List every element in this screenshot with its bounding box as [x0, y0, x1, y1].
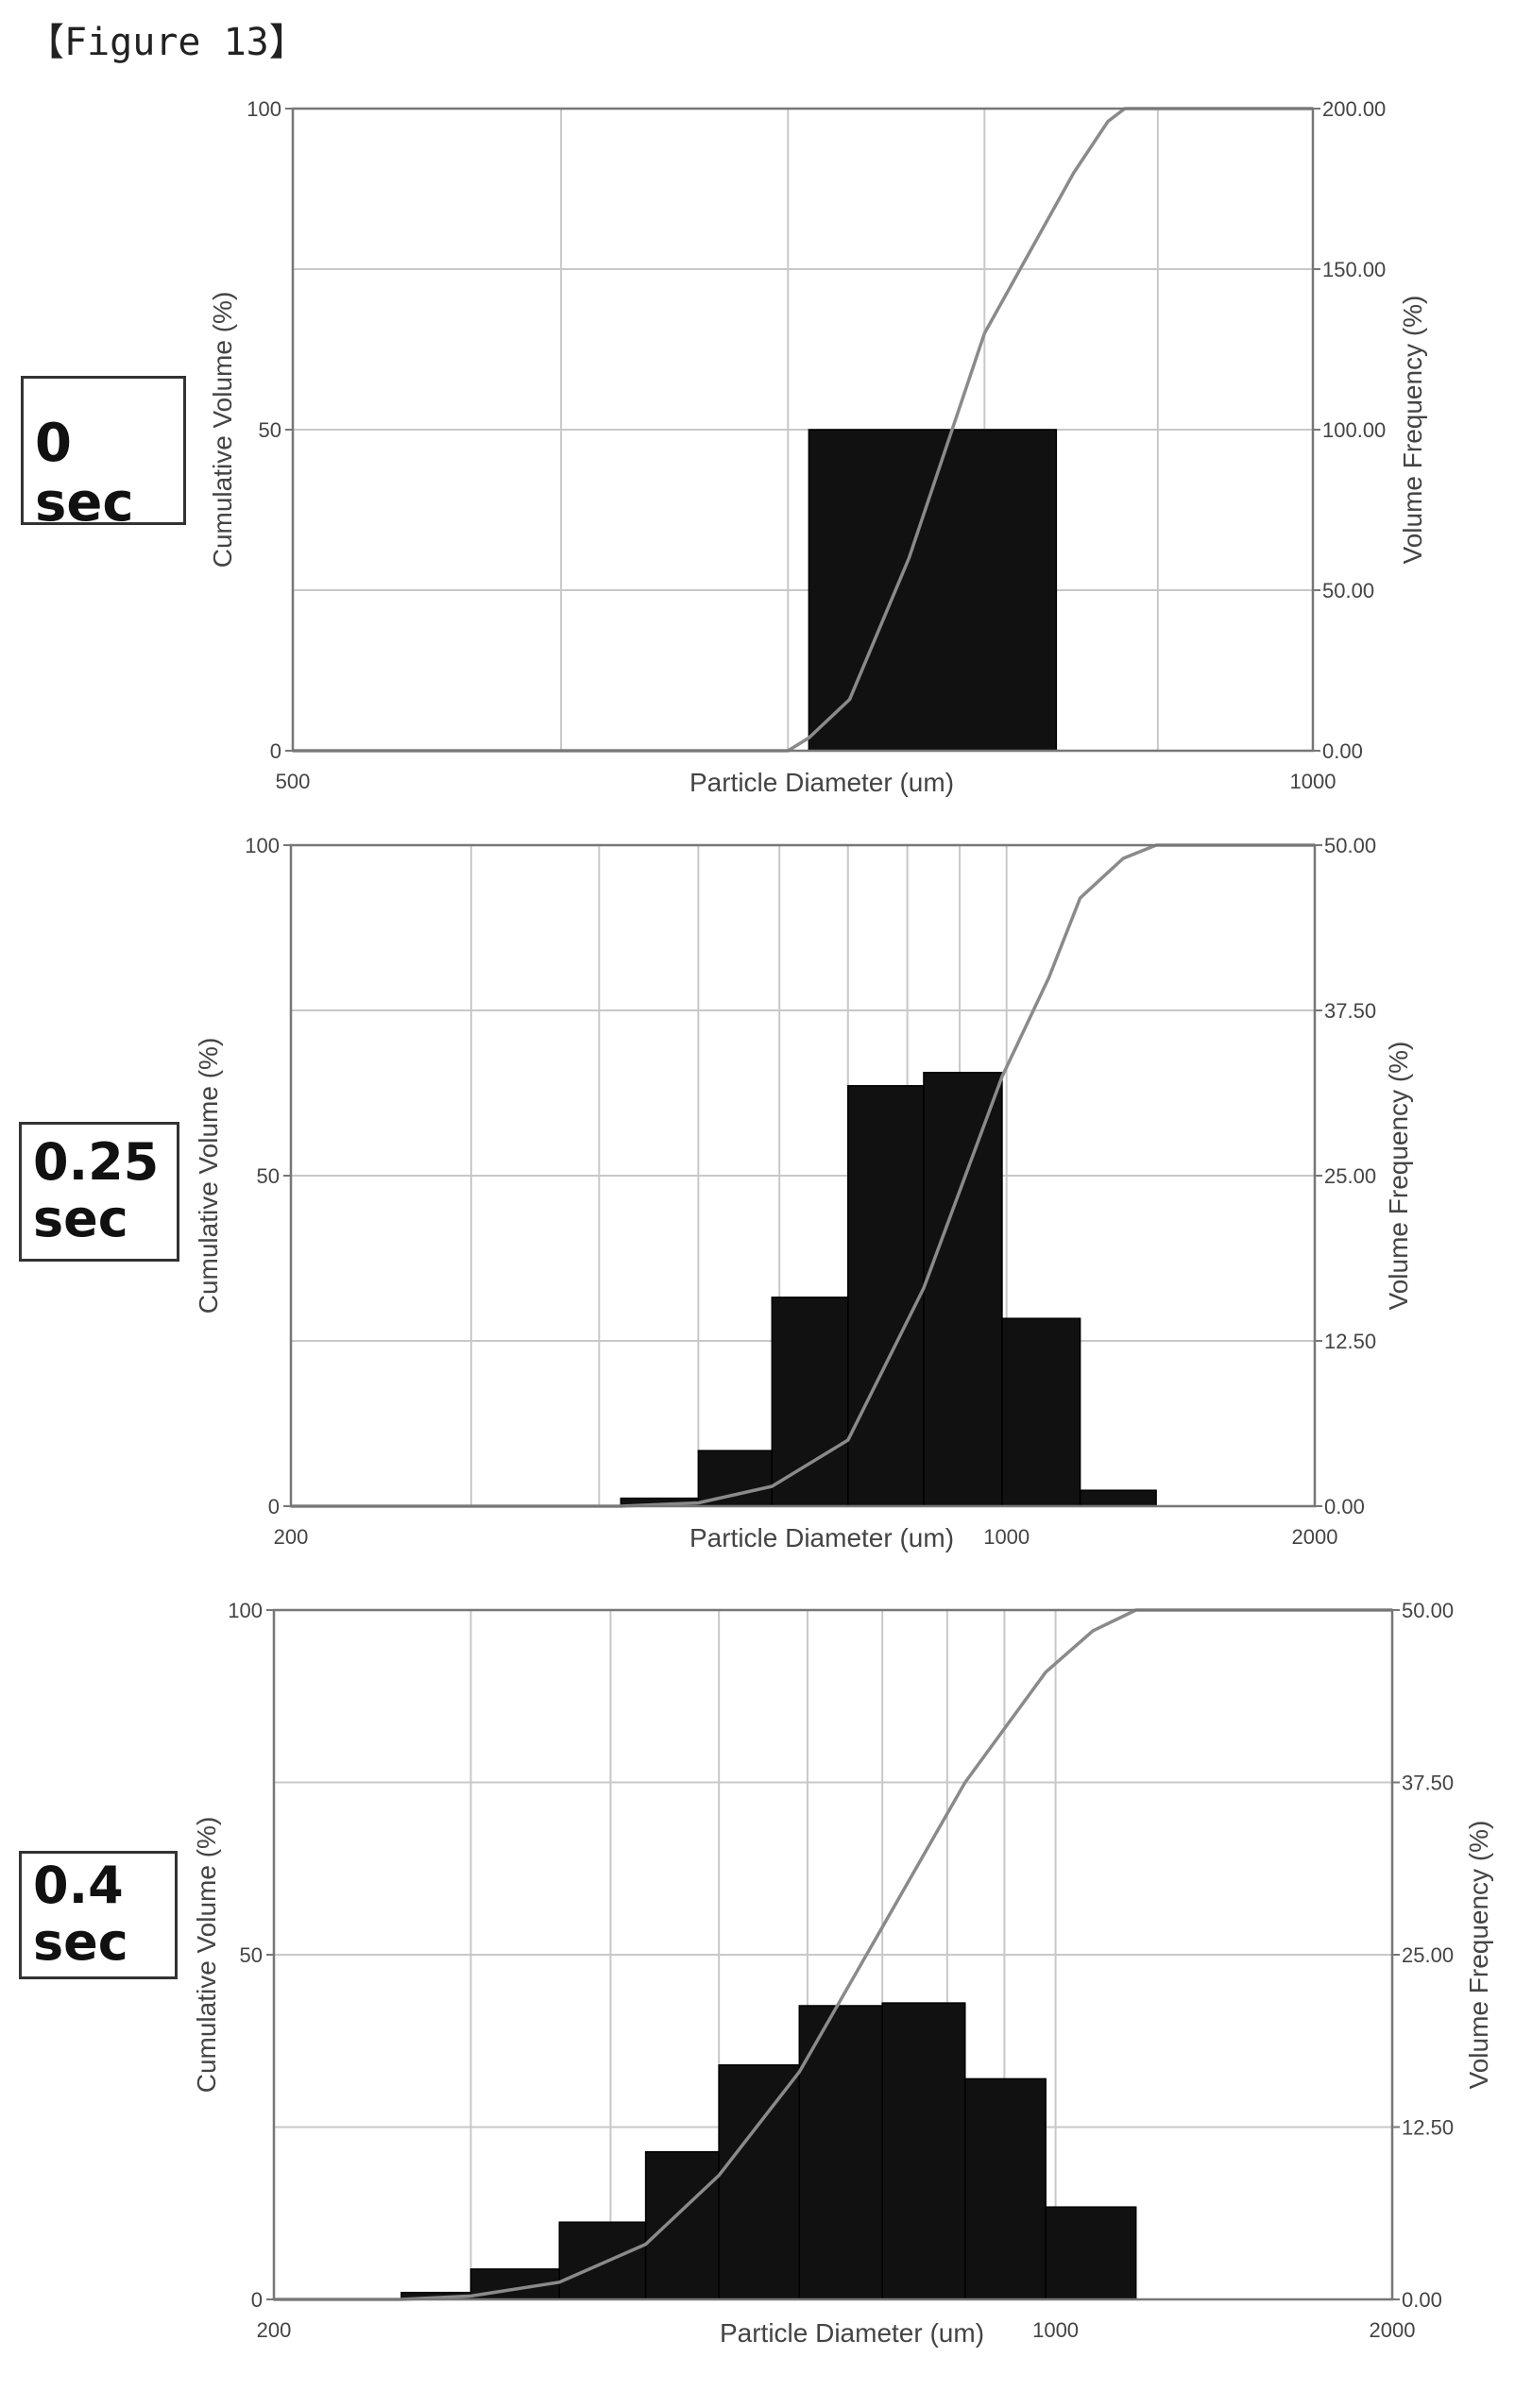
cumulative-volume-line — [293, 107, 1313, 753]
y-left-axis-label: Cumulative Volume (%) — [192, 1817, 221, 2094]
chart-0-sec: 0 50 100 0.00 50.00 100.00 150.00 200.00 500 1000… — [208, 97, 1427, 797]
y-right-tick-label: 150.00 — [1322, 258, 1386, 281]
y-left-tick-label: 0 — [251, 2288, 263, 2312]
cumulative-volume-line — [291, 843, 1315, 1508]
y-right-tick-label: 12.50 — [1324, 1330, 1376, 1353]
x-tick-label: 1000 — [1032, 2318, 1079, 2342]
histogram-bar — [798, 2005, 883, 2300]
x-axis-label: Particle Diameter (um) — [689, 768, 954, 797]
x-axis-label: Particle Diameter (um) — [689, 1523, 954, 1552]
y-right-tick-label: 50.00 — [1324, 834, 1376, 857]
chart-025-sec: 0 50 100 0.00 12.50 25.00 37.50 50.00 200 1000 200… — [194, 834, 1413, 1552]
x-tick-label: 200 — [257, 2318, 292, 2342]
x-tick-label: 500 — [276, 770, 311, 793]
y-left-tick-label: 50 — [257, 1164, 280, 1188]
panel-label-0-sec: 0 sec — [21, 376, 186, 533]
histogram-bar — [847, 1085, 925, 1507]
histogram-bar — [771, 1297, 849, 1507]
histogram-bar — [697, 1450, 774, 1507]
y-right-tick-label: 25.00 — [1324, 1164, 1376, 1188]
y-left-tick-label: 0 — [270, 739, 281, 763]
y-right-tick-label: 100.00 — [1322, 418, 1386, 442]
y-right-tick-label: 37.50 — [1402, 1772, 1454, 1795]
histogram-bar — [964, 2077, 1047, 2300]
histogram-bar — [558, 2221, 647, 2300]
y-left-tick-label: 0 — [268, 1495, 280, 1518]
y-left-tick-label: 50 — [259, 418, 281, 442]
histogram-bar — [923, 1072, 1003, 1507]
y-right-axis-label: Volume Frequency (%) — [1464, 1821, 1493, 2090]
histogram-bar — [644, 2151, 720, 2300]
x-tick-label: 1000 — [983, 1525, 1030, 1549]
x-tick-label: 200 — [274, 1525, 309, 1549]
y-left-tick-label: 100 — [228, 1599, 263, 1622]
x-tick-label: 2000 — [1292, 1525, 1338, 1549]
y-left-tick-label: 100 — [247, 97, 281, 121]
histogram-bar — [718, 2064, 801, 2300]
histogram-bar — [1079, 1489, 1157, 1507]
y-right-tick-label: 200.00 — [1322, 97, 1386, 121]
histogram-bar — [1001, 1317, 1081, 1507]
histogram-bar — [881, 2002, 966, 2300]
x-tick-label: 1000 — [1290, 770, 1336, 793]
y-right-tick-label: 50.00 — [1322, 579, 1374, 602]
y-left-axis-label: Cumulative Volume (%) — [208, 292, 237, 568]
histogram-bar — [1045, 2206, 1137, 2300]
y-left-tick-label: 50 — [240, 1943, 263, 1967]
panel-label-04-sec: 0.4 sec — [19, 1851, 178, 1979]
y-left-tick-label: 100 — [245, 834, 280, 857]
panel-label-025-sec: 0.25 sec — [19, 1122, 179, 1262]
figure-label: 【Figure 13】 — [26, 21, 307, 64]
x-tick-label: 2000 — [1370, 2318, 1416, 2342]
x-axis-label: Particle Diameter (um) — [720, 2318, 984, 2348]
y-right-tick-label: 12.50 — [1402, 2116, 1454, 2140]
y-right-tick-label: 0.00 — [1402, 2288, 1442, 2312]
y-left-axis-label: Cumulative Volume (%) — [194, 1038, 223, 1314]
y-right-tick-label: 25.00 — [1402, 1943, 1454, 1967]
y-right-tick-label: 50.00 — [1402, 1599, 1454, 1622]
y-right-axis-label: Volume Frequency (%) — [1398, 296, 1427, 565]
chart-04-sec: 0 50 100 0.00 12.50 25.00 37.50 50.00 200 1000 200… — [192, 1599, 1493, 2348]
y-right-tick-label: 37.50 — [1324, 999, 1376, 1023]
cumulative-volume-line — [274, 1608, 1392, 2301]
y-right-tick-label: 0.00 — [1322, 739, 1363, 763]
y-right-tick-label: 0.00 — [1324, 1495, 1365, 1518]
y-right-axis-label: Volume Frequency (%) — [1384, 1042, 1413, 1311]
